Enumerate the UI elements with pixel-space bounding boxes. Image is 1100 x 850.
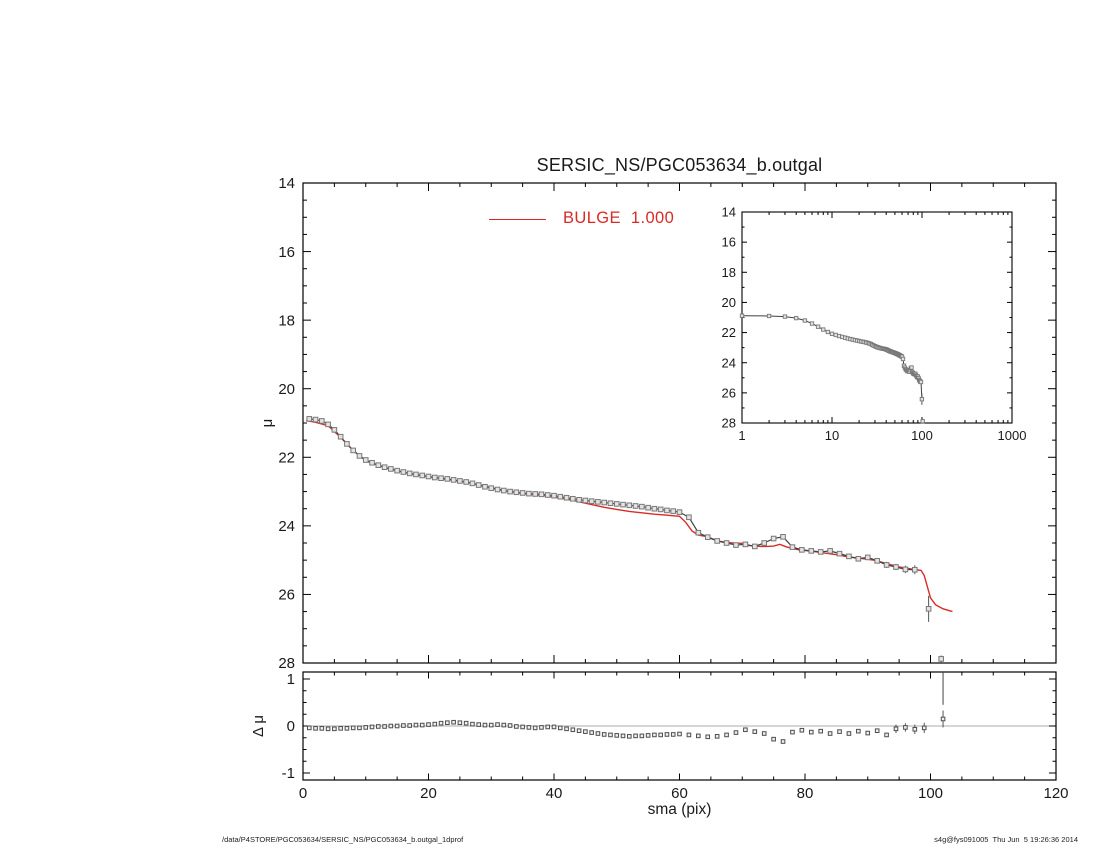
inset-plot: 1 10 100 1000 14 16 18 20 22 24 26 28	[690, 198, 1026, 460]
footer-file-path: /data/P4STORE/PGC053634/SERSIC_NS/PGC053…	[222, 835, 464, 844]
svg-text:18: 18	[722, 265, 736, 280]
svg-text:-1: -1	[282, 765, 295, 782]
svg-text:16: 16	[278, 244, 295, 261]
legend-line-sample	[489, 219, 546, 221]
svg-text:40: 40	[546, 785, 563, 802]
svg-text:20: 20	[420, 785, 437, 802]
svg-text:1000: 1000	[998, 428, 1027, 443]
svg-text:120: 120	[1043, 785, 1068, 802]
svg-text:24: 24	[278, 518, 295, 535]
svg-text:14: 14	[278, 175, 295, 192]
svg-text:10: 10	[825, 428, 839, 443]
svg-text:16: 16	[722, 235, 736, 250]
main-data-series	[306, 416, 944, 663]
svg-text:22: 22	[722, 325, 736, 340]
svg-text:1: 1	[738, 428, 745, 443]
svg-text:100: 100	[911, 428, 933, 443]
svg-text:26: 26	[722, 385, 736, 400]
svg-text:0: 0	[299, 785, 307, 802]
x-axis-title: sma (pix)	[647, 801, 712, 818]
chart-title: SERSIC_NS/PGC053634_b.outgal	[536, 155, 823, 175]
svg-text:20: 20	[278, 381, 295, 398]
svg-text:22: 22	[278, 449, 295, 466]
svg-text:80: 80	[797, 785, 814, 802]
main-plot-frame: 14 16 18 20 22 24 26 28	[278, 175, 1057, 672]
svg-text:0: 0	[287, 718, 295, 735]
svg-text:28: 28	[278, 655, 295, 672]
svg-text:100: 100	[918, 785, 943, 802]
svg-text:14: 14	[722, 205, 736, 220]
legend-label: BULGE 1.000	[563, 209, 675, 227]
footer-host-timestamp: s4g@fys091005 Thu Jun 5 19:26:36 2014	[934, 835, 1078, 844]
svg-text:24: 24	[722, 355, 736, 370]
svg-text:28: 28	[722, 416, 736, 431]
svg-text:18: 18	[278, 312, 295, 329]
svg-text:60: 60	[671, 785, 688, 802]
svg-text:26: 26	[278, 587, 295, 604]
svg-text:20: 20	[722, 295, 736, 310]
svg-text:1: 1	[287, 671, 295, 688]
